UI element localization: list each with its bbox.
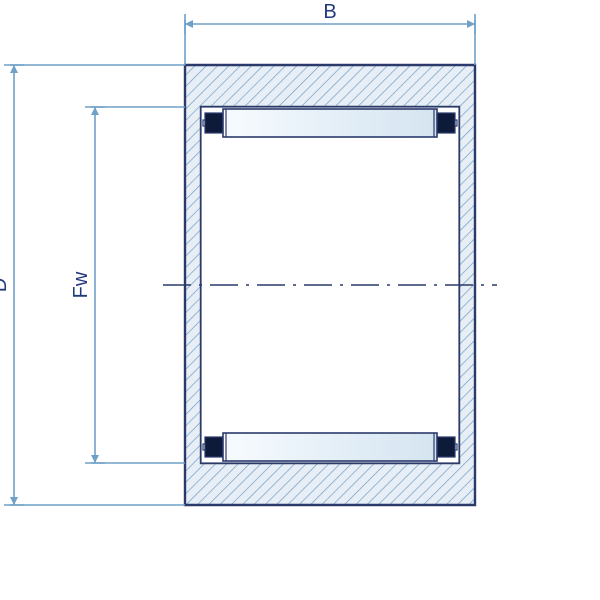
roller — [223, 109, 437, 137]
dimension-D: D — [0, 65, 185, 505]
roller — [223, 433, 437, 461]
cage-block — [435, 113, 455, 133]
cage-block — [205, 437, 225, 457]
cage-block — [435, 437, 455, 457]
label-B: B — [323, 1, 336, 23]
dimension-B: B — [185, 1, 475, 65]
roller-assembly — [203, 109, 457, 137]
label-D: D — [0, 278, 11, 292]
roller-assembly — [203, 433, 457, 461]
label-Fw: Fw — [70, 271, 92, 298]
cage-block — [205, 113, 225, 133]
bearing-section — [163, 65, 497, 505]
